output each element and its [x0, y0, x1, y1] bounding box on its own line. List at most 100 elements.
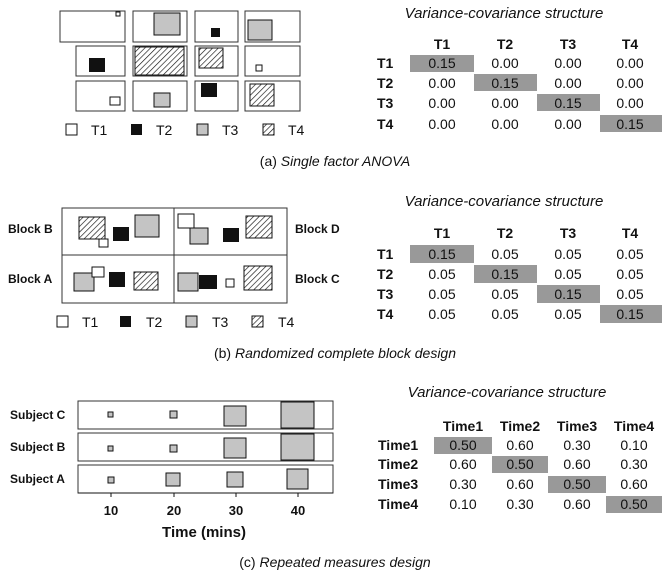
col-header: T1: [434, 225, 451, 241]
plot-t1: [109, 96, 121, 106]
legend-t2-label: T2: [156, 122, 173, 138]
plot-t3: [134, 214, 160, 238]
plot-t1: [177, 213, 195, 229]
plot-t4: [134, 46, 185, 76]
cell: 0.00: [554, 75, 581, 91]
legend-t1-swatch: [65, 123, 78, 136]
plot-t4: [249, 83, 275, 107]
block-label: Block B: [8, 222, 53, 236]
block-label: Block C: [295, 272, 340, 286]
cell: 0.15: [616, 116, 643, 132]
cell: 0.50: [563, 476, 590, 492]
subject-label: Subject B: [10, 440, 66, 454]
cell: 0.60: [449, 456, 476, 472]
panel-c-timeline: Subject C Subject B Subject A 10 20 30 4…: [10, 400, 334, 541]
legend-t4-label: T4: [288, 122, 305, 138]
plot-t1: [98, 238, 109, 248]
plot-t3: [153, 12, 181, 36]
plot-t3: [73, 272, 95, 292]
plot-t2: [113, 227, 129, 241]
legend-t4-swatch: [262, 123, 275, 136]
subject-label: Subject C: [10, 408, 66, 422]
cell: 0.00: [491, 116, 518, 132]
legend-t3-swatch: [185, 315, 198, 328]
row-header: T3: [377, 95, 394, 111]
cell: 0.15: [616, 306, 643, 322]
col-header: Time4: [614, 418, 654, 434]
cell: 0.30: [449, 476, 476, 492]
panel-a-matrix: Variance-covariance structure T1 T2 T3 T…: [377, 5, 662, 132]
diag-cell: [537, 285, 600, 303]
matrix-title: Variance-covariance structure: [405, 193, 604, 210]
col-header: Time2: [500, 418, 540, 434]
legend-t4-label: T4: [278, 314, 295, 330]
col-header: T1: [434, 36, 451, 52]
cell: 0.50: [449, 437, 476, 453]
panel-c-matrix: Variance-covariance structure Time1 Time…: [378, 384, 662, 513]
cell: 0.60: [506, 437, 533, 453]
row-header: T2: [377, 266, 394, 282]
cell: 0.30: [620, 456, 647, 472]
row-header: T2: [377, 75, 394, 91]
cell: 0.05: [428, 286, 455, 302]
matrix-title: Variance-covariance structure: [408, 384, 607, 401]
cell: 0.60: [563, 496, 590, 512]
legend-t2-label: T2: [146, 314, 163, 330]
cell: 0.00: [554, 116, 581, 132]
row-header: T1: [377, 246, 394, 262]
legend-t4-swatch: [251, 315, 264, 328]
legend-t1-swatch: [56, 315, 69, 328]
cell: 0.05: [616, 266, 643, 282]
col-header: T2: [497, 36, 514, 52]
plot-t4: [243, 265, 273, 291]
col-header: T3: [560, 36, 577, 52]
diag-cell: [548, 476, 606, 493]
panel-b-matrix: Variance-covariance structure T1 T2 T3 T…: [377, 193, 662, 323]
plot-t2: [109, 272, 125, 287]
col-header: T2: [497, 225, 514, 241]
cell: 0.10: [449, 496, 476, 512]
col-header: Time3: [557, 418, 597, 434]
plot-t3: [189, 227, 209, 245]
cell: 0.00: [616, 75, 643, 91]
diag-cell: [410, 55, 474, 72]
block-label: Block A: [8, 272, 53, 286]
cell: 0.50: [620, 496, 647, 512]
block-label: Block D: [295, 222, 340, 236]
col-header: Time1: [443, 418, 483, 434]
cell: 0.30: [563, 437, 590, 453]
cell: 0.15: [428, 55, 455, 71]
plot-t2: [89, 58, 105, 72]
plot-t1: [255, 64, 263, 72]
panel-b-caption: (b) Randomized complete block design: [214, 345, 456, 361]
cell: 0.05: [554, 246, 581, 262]
cell: 0.00: [491, 95, 518, 111]
plot-t1: [115, 11, 121, 17]
x-tick-label: 30: [229, 503, 243, 518]
cell: 0.00: [428, 116, 455, 132]
diag-cell: [537, 94, 600, 111]
panel-c-caption: (c) Repeated measures design: [239, 554, 431, 570]
cell: 0.10: [620, 437, 647, 453]
x-tick-label: 10: [104, 503, 118, 518]
legend-t3-swatch: [196, 123, 209, 136]
row-header: T4: [377, 306, 394, 322]
plot-t3: [153, 92, 171, 108]
diag-cell: [474, 74, 537, 91]
cell: 0.15: [554, 286, 581, 302]
plot-t4: [198, 47, 224, 69]
panel-a-legend: T1 T2 T3 T4: [65, 122, 305, 138]
cell: 0.05: [616, 286, 643, 302]
cell: 0.00: [616, 55, 643, 71]
plot-t4: [245, 215, 273, 239]
cell: 0.05: [491, 286, 518, 302]
diag-cell: [606, 496, 662, 513]
plot-t3: [177, 272, 199, 292]
plot-t1: [225, 278, 235, 288]
cell: 0.60: [506, 476, 533, 492]
x-axis-label: Time (mins): [162, 524, 246, 541]
legend-t3-label: T3: [212, 314, 229, 330]
plot-t2: [211, 28, 220, 37]
cell: 0.00: [616, 95, 643, 111]
